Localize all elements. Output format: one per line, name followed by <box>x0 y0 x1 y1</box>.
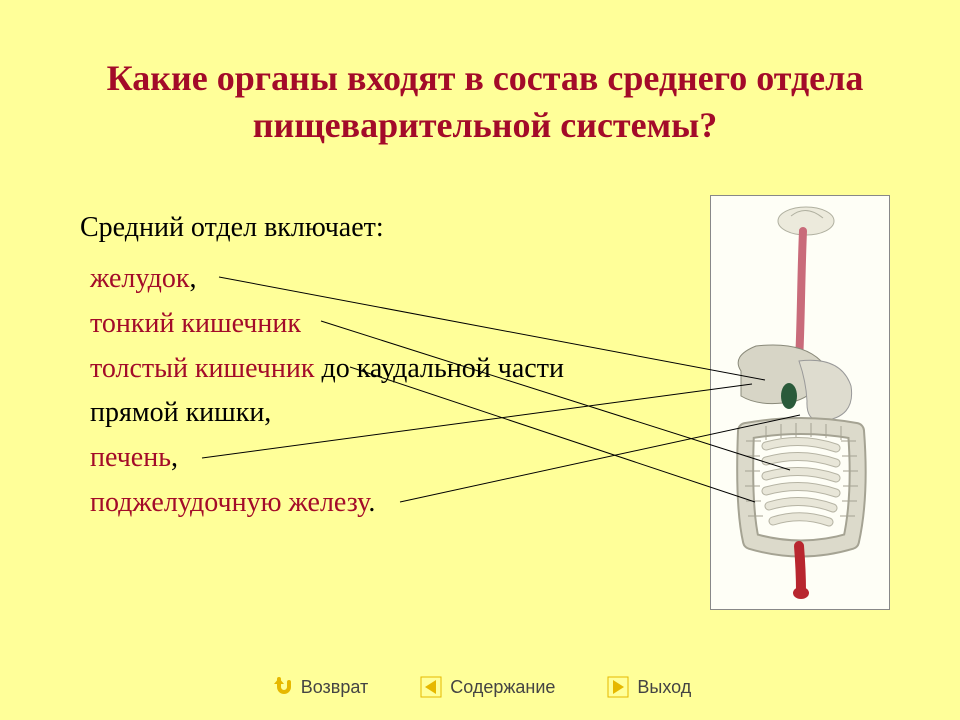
term-large-intestine: толстый кишечник <box>90 353 314 384</box>
contents-label: Содержание <box>450 677 555 698</box>
list-item: желудок, <box>90 257 610 302</box>
list-item: поджелудочную железу. <box>90 481 610 526</box>
term-stomach: желудок <box>90 263 189 294</box>
anatomy-diagram <box>710 195 890 610</box>
contents-button[interactable]: Содержание <box>418 674 555 700</box>
term-small-intestine: тонкий кишечник <box>90 308 301 339</box>
back-label: Возврат <box>301 677 369 698</box>
back-button[interactable]: Возврат <box>269 674 369 700</box>
exit-button[interactable]: Выход <box>605 674 691 700</box>
triangle-right-icon <box>605 674 631 700</box>
term-liver: печень <box>90 442 171 473</box>
navigation-bar: Возврат Содержание Выход <box>0 674 960 700</box>
list-item: толстый кишечник до каудальной части пря… <box>90 347 610 437</box>
list-item: печень, <box>90 436 610 481</box>
triangle-left-icon <box>418 674 444 700</box>
organ-list: желудок, тонкий кишечник толстый кишечни… <box>90 257 610 526</box>
exit-label: Выход <box>637 677 691 698</box>
u-turn-icon <box>269 674 295 700</box>
term-pancreas: поджелудочную железу <box>90 487 368 518</box>
intro-text: Средний отдел включает: <box>80 212 384 244</box>
page-title: Какие органы входят в состав среднего от… <box>70 55 900 149</box>
list-item: тонкий кишечник <box>90 302 610 347</box>
organs-svg <box>711 196 891 611</box>
